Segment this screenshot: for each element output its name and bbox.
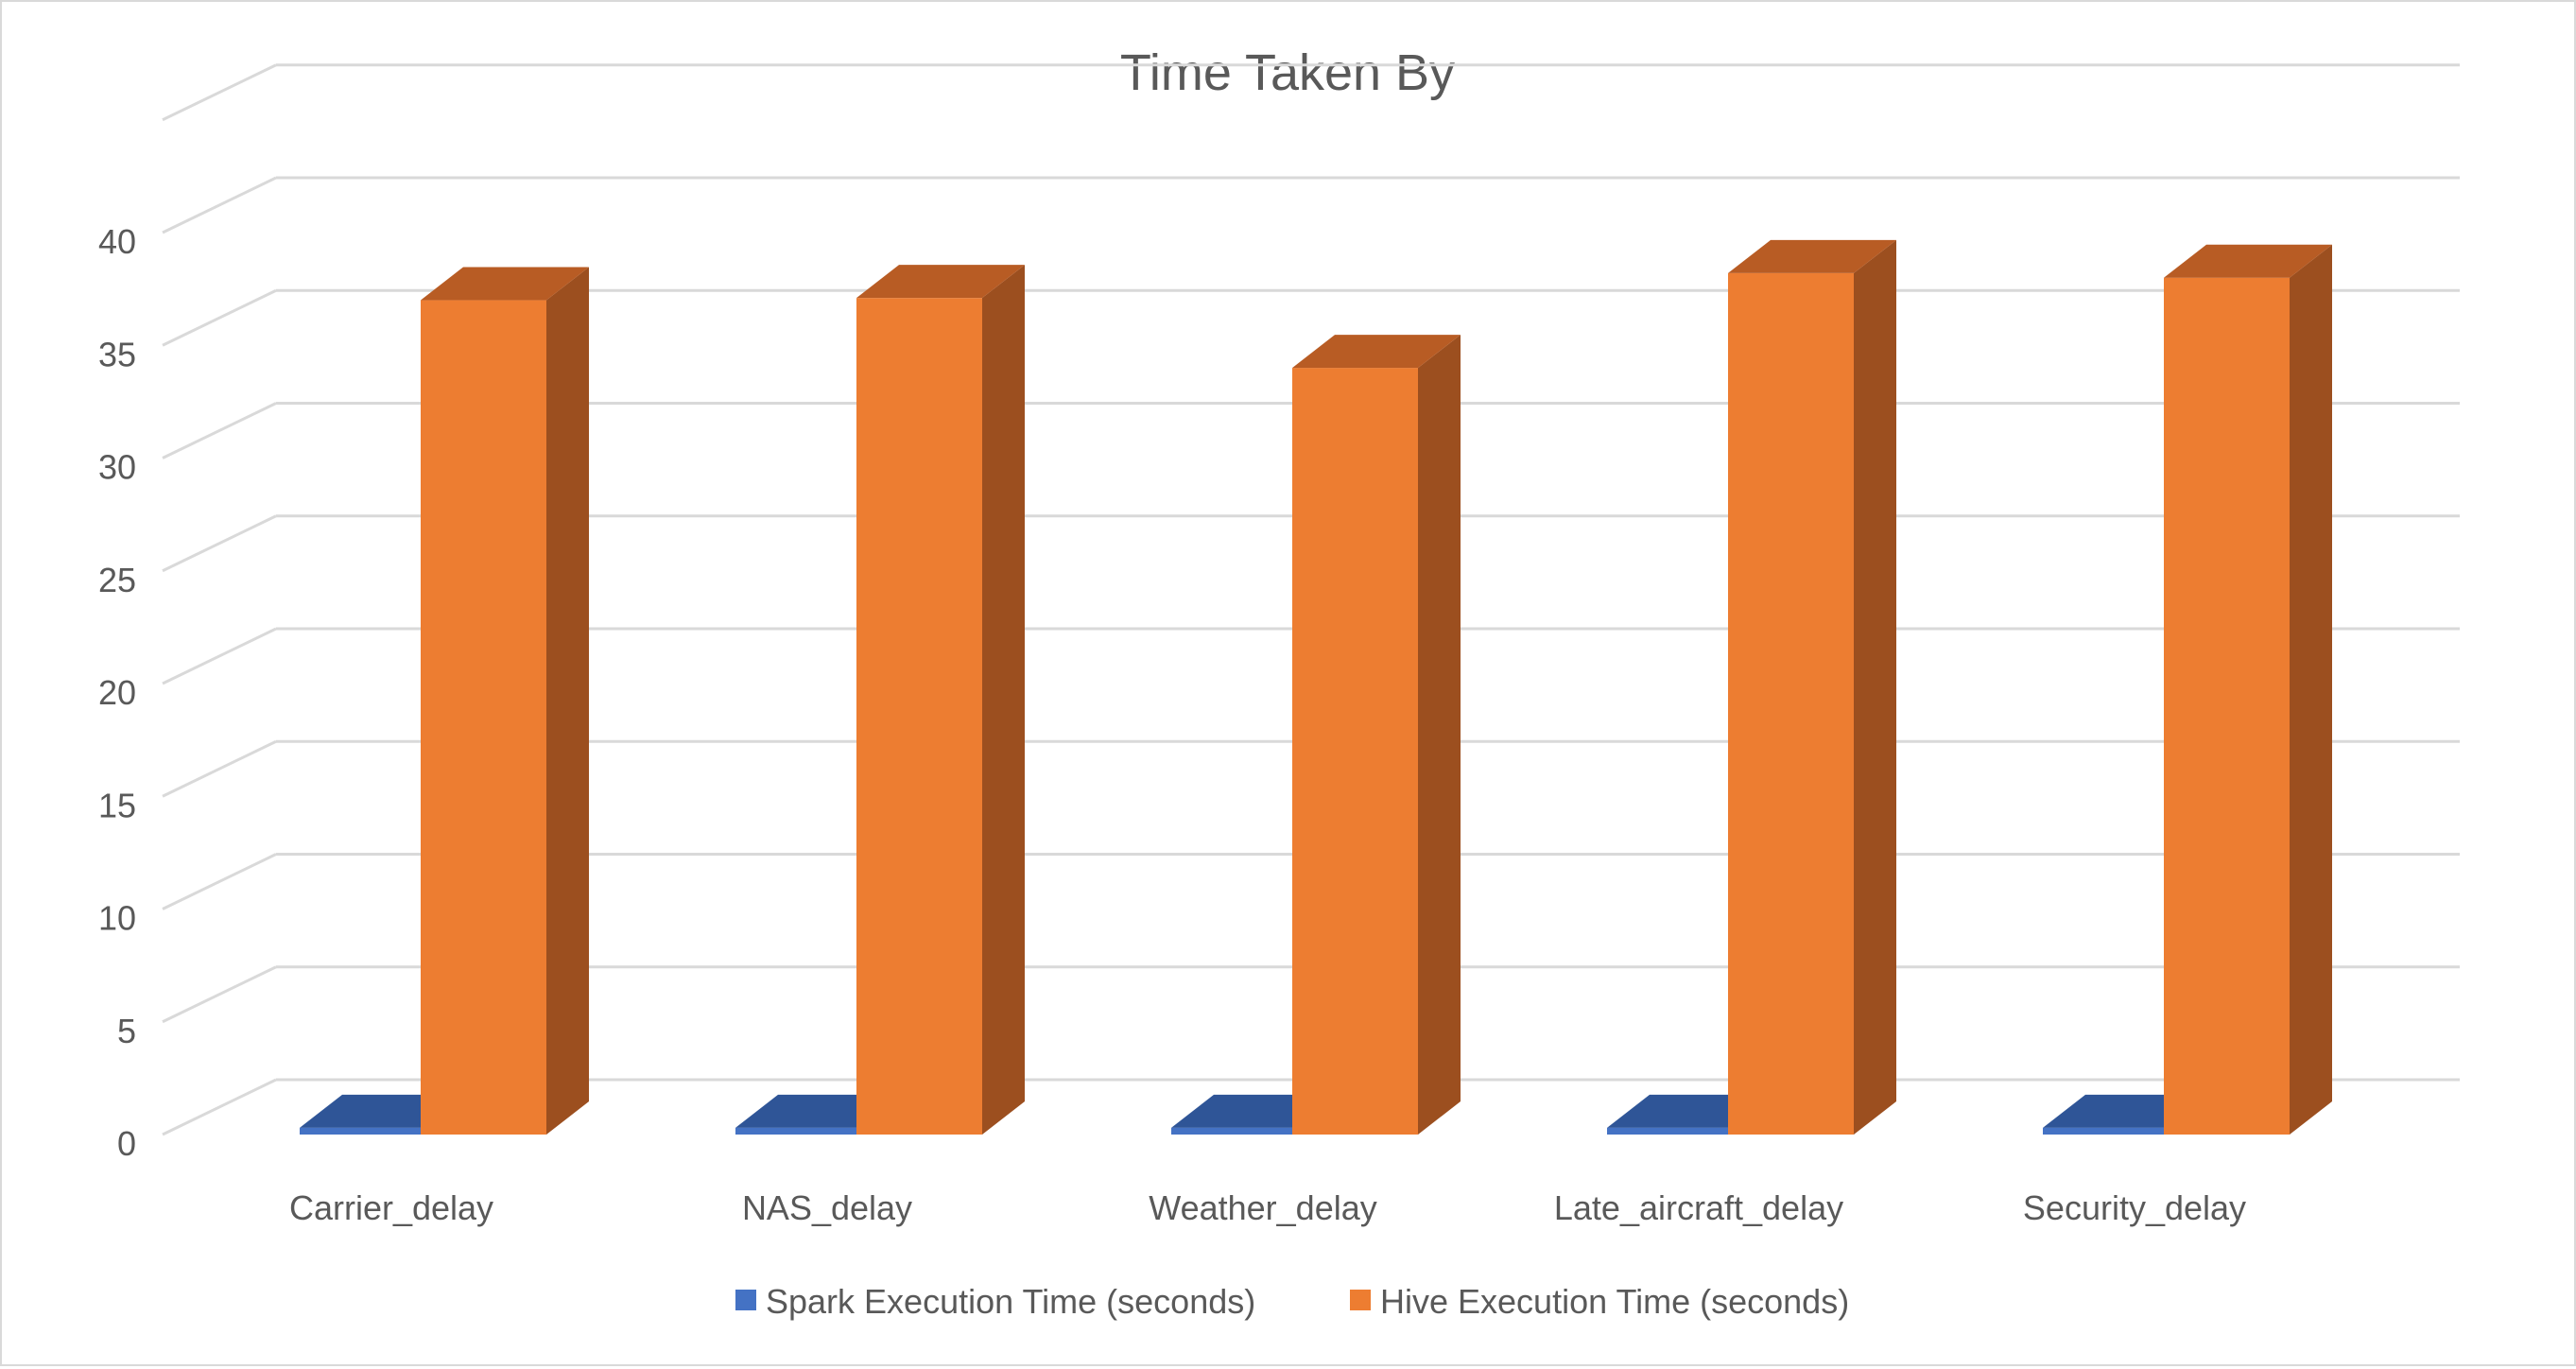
legend: Spark Execution Time (seconds) Hive Execu… bbox=[735, 1282, 1849, 1321]
hive-bar-side bbox=[2290, 244, 2332, 1135]
hive-bar-front bbox=[2164, 277, 2290, 1135]
hive-bar-side bbox=[982, 265, 1025, 1135]
legend-item: Spark Execution Time (seconds) bbox=[735, 1282, 1255, 1321]
spark-bar-front bbox=[1171, 1127, 1297, 1135]
y-tick-label: 35 bbox=[98, 335, 136, 373]
gridline-depth bbox=[162, 627, 277, 685]
legend-swatch bbox=[735, 1290, 756, 1310]
y-tick-label: 25 bbox=[98, 561, 136, 599]
gridline-depth bbox=[162, 176, 277, 234]
y-tick-label: 5 bbox=[117, 1012, 136, 1050]
y-tick-label: 10 bbox=[98, 899, 136, 938]
gridline-depth bbox=[162, 63, 277, 122]
spark-bar-front bbox=[2043, 1127, 2169, 1135]
gridline-depth bbox=[162, 288, 277, 347]
x-category-label: Security_delay bbox=[2023, 1188, 2246, 1227]
legend-item: Hive Execution Time (seconds) bbox=[1350, 1282, 1849, 1321]
y-tick-label: 40 bbox=[98, 222, 136, 261]
hive-bar bbox=[421, 267, 589, 1135]
hive-bar-side bbox=[546, 267, 589, 1135]
hive-bar-side bbox=[1418, 335, 1461, 1135]
hive-bar-front bbox=[1292, 368, 1418, 1135]
hive-bar-side bbox=[1854, 239, 1896, 1135]
legend-label: Hive Execution Time (seconds) bbox=[1380, 1282, 1849, 1321]
spark-bar-front bbox=[300, 1127, 425, 1135]
hive-bar-front bbox=[1728, 272, 1854, 1135]
bars bbox=[300, 239, 2332, 1135]
y-tick-label: 0 bbox=[117, 1124, 136, 1163]
hive-bar-top bbox=[2164, 244, 2332, 278]
hive-bar-top bbox=[856, 265, 1025, 299]
hive-bar-top bbox=[1292, 335, 1461, 369]
y-axis-tick-labels: 0 5 10 15 20 25 30 35 40 bbox=[98, 222, 136, 1163]
chart-title: Time Taken By bbox=[1120, 44, 1455, 101]
gridline-depth bbox=[162, 853, 277, 910]
y-tick-label: 20 bbox=[98, 673, 136, 712]
spark-bar-front bbox=[1607, 1127, 1733, 1135]
hive-bar-front bbox=[856, 298, 982, 1135]
x-axis-category-labels: Carrier_delay NAS_delay Weather_delay Late_… bbox=[289, 1188, 2246, 1227]
spark-bar-front bbox=[735, 1127, 861, 1135]
y-tick-label: 30 bbox=[98, 448, 136, 487]
gridline-depth bbox=[162, 402, 277, 459]
legend-swatch bbox=[1350, 1290, 1371, 1310]
hive-bar-top bbox=[421, 267, 589, 301]
legend-label: Spark Execution Time (seconds) bbox=[766, 1282, 1255, 1321]
hive-bar bbox=[2164, 244, 2332, 1135]
gridline-depth bbox=[162, 965, 277, 1024]
hive-bar-top bbox=[1728, 239, 1896, 273]
gridline-depth bbox=[162, 514, 277, 573]
x-category-label: Late_aircraft_delay bbox=[1554, 1188, 1843, 1227]
hive-bar bbox=[1728, 239, 1896, 1135]
x-category-label: Carrier_delay bbox=[289, 1188, 493, 1227]
gridline-depth bbox=[162, 739, 277, 798]
hive-bar bbox=[856, 265, 1025, 1135]
y-tick-label: 15 bbox=[98, 786, 136, 824]
hive-bar bbox=[1292, 335, 1461, 1135]
x-category-label: Weather_delay bbox=[1149, 1188, 1377, 1227]
gridline-depth bbox=[162, 1078, 277, 1136]
x-category-label: NAS_delay bbox=[742, 1188, 912, 1227]
hive-bar-front bbox=[421, 300, 546, 1135]
